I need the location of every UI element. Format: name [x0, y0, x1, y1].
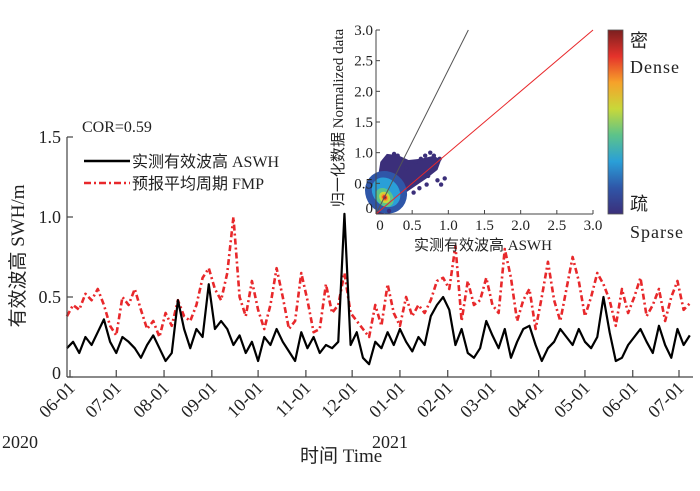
- inset-x-tick-label: 0.5: [403, 218, 422, 234]
- scatter-point: [418, 156, 424, 161]
- scatter-point: [422, 153, 428, 158]
- y-tick-label: 1.5: [39, 127, 62, 147]
- scatter-point: [391, 151, 397, 157]
- inset-x-tick-label: 2.5: [547, 218, 566, 234]
- y-ticks: 0 0.5 1.0 1.5: [39, 127, 73, 383]
- inset-x-tick-label: 0: [376, 218, 384, 234]
- scatter-point: [437, 156, 442, 161]
- y-tick-label: 0: [52, 363, 61, 383]
- inset-x-tick-label: 1.0: [439, 218, 458, 234]
- x-tick-label: 11-01: [271, 378, 314, 421]
- series-group: [65, 212, 691, 366]
- scatter-point: [417, 186, 422, 191]
- scatter-point: [404, 165, 409, 171]
- one-to-one-line: [375, 29, 594, 215]
- inset-x-tick-label: 2.0: [511, 218, 530, 234]
- x-tick-label: 02-01: [413, 378, 457, 422]
- x-tick-label: 06-01: [35, 378, 79, 422]
- scatter-point: [386, 208, 392, 214]
- x-tick-label: 07-01: [81, 378, 125, 422]
- inset-x-ticks: 0 0.5 1.0 1.5 2.0 2.5 3.0: [376, 210, 602, 234]
- x-tick-label: 04-01: [504, 378, 548, 422]
- legend: 实测有效波高 ASWH 预报平均周期 FMP: [84, 153, 280, 193]
- inset-y-tick-label: 2.0: [354, 84, 373, 100]
- x-tick-label: 05-01: [550, 378, 594, 422]
- x-ticks: 06-01 07-01 08-01 09-01 10-01 11-01 12-01 01-01…: [35, 370, 688, 422]
- legend-label-aswh: 实测有效波高 ASWH: [132, 153, 280, 171]
- x-tick-label: 01-01: [365, 378, 409, 422]
- scatter-point: [413, 159, 418, 165]
- cor-annotation: COR=0.59: [82, 119, 152, 136]
- fit-line: [375, 29, 469, 215]
- x-tick-label: 08-01: [129, 378, 173, 422]
- scatter-point: [442, 176, 447, 181]
- scatter-point: [425, 173, 431, 179]
- reference-lines: [375, 29, 594, 215]
- inset-y-tick-label: 2.5: [354, 54, 373, 70]
- scatter-point: [411, 190, 416, 195]
- year-label: 2020: [2, 432, 38, 452]
- y-tick-label: 0.5: [39, 287, 62, 307]
- inset-y-ticks: 0 0.5 1.0 1.5 2.0 2.5 3.0: [354, 23, 380, 217]
- inset-x-tick-label: 1.5: [475, 218, 494, 234]
- inset-x-axis-label: 实测有效波高 ASWH: [414, 237, 552, 254]
- x-tick-label: 12-01: [317, 378, 361, 422]
- year-label: 2021: [372, 432, 408, 452]
- colorbar-bottom-en: Sparse: [630, 222, 684, 242]
- inset-y-tick-label: 1.0: [354, 146, 373, 162]
- colorbar-bottom-cn: 疏: [630, 194, 648, 214]
- legend-label-fmp: 预报平均周期 FMP: [132, 175, 264, 193]
- inset-y-tick-label: 0.5: [354, 176, 373, 192]
- inset-y-tick-label: 0: [366, 201, 374, 217]
- x-axis-label: 时间 Time: [300, 445, 382, 467]
- x-tick-label: 06-01: [598, 378, 642, 422]
- x-tick-label: 09-01: [177, 378, 221, 422]
- series-line-fmp: [65, 215, 691, 339]
- y-axis-label: 有效波高 SWH/m: [7, 184, 29, 327]
- density-scatter-inset: 00.51.01.52.02.53.0 0 0.5 1.0 1.5 2.0 2.5 3.0 …: [330, 23, 684, 254]
- scatter-point: [435, 178, 440, 183]
- year-labels: 2020 2021: [2, 432, 408, 452]
- colorbar-top-cn: 密: [630, 31, 648, 51]
- scatter-point: [395, 153, 400, 158]
- colorbar: [607, 29, 624, 215]
- inset-y-tick-label: 1.5: [354, 115, 373, 131]
- scatter-point: [431, 153, 437, 158]
- series-line-aswh: [66, 212, 691, 366]
- y-tick-label: 1.0: [39, 207, 62, 227]
- colorbar-top-en: Dense: [630, 57, 680, 77]
- scatter-point: [424, 182, 429, 187]
- scatter-point: [428, 150, 433, 155]
- x-tick-label: 03-01: [456, 378, 500, 422]
- inset-y-axis-label: 归一化数据 Normalized data: [330, 29, 347, 208]
- inset-x-tick-label: 3.0: [584, 218, 603, 234]
- scatter-point: [438, 182, 444, 187]
- x-tick-label: 07-01: [644, 378, 688, 422]
- x-tick-label: 10-01: [223, 378, 267, 422]
- inset-y-tick-label: 3.0: [354, 23, 373, 39]
